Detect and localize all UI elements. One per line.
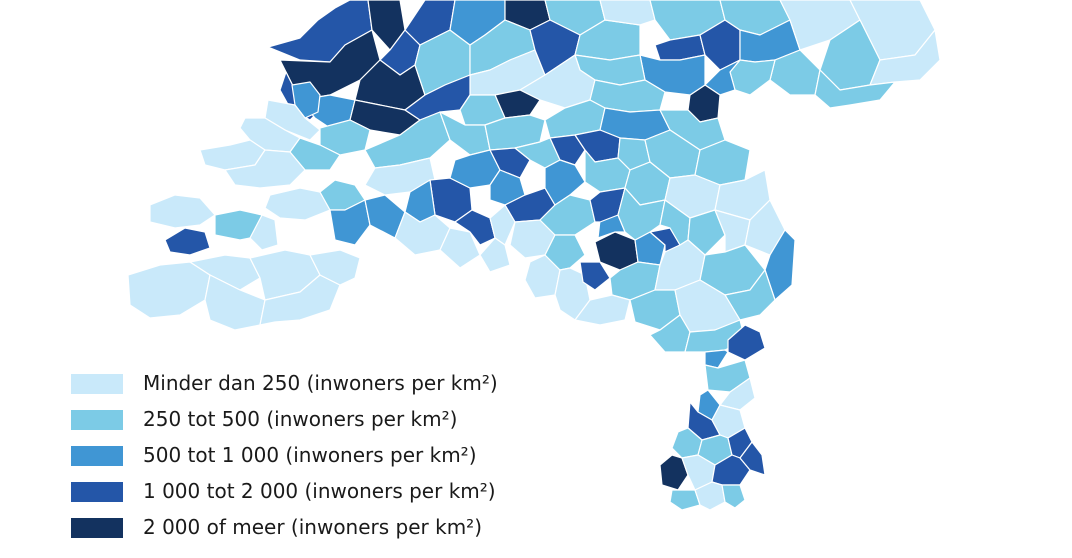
region — [439, 227, 481, 269]
legend-item: Minder dan 250 (inwoners per km²) — [71, 366, 631, 402]
region — [579, 261, 611, 291]
region — [814, 69, 896, 109]
region — [687, 209, 726, 256]
legend-item: 2 000 of meer (inwoners per km²) — [71, 510, 631, 546]
legend-swatch — [71, 374, 123, 394]
region — [309, 249, 361, 286]
region — [704, 349, 729, 369]
legend-swatch — [71, 446, 123, 466]
region — [617, 187, 666, 241]
region — [264, 187, 331, 221]
legend-swatch — [71, 410, 123, 430]
region — [544, 159, 586, 206]
legend: Minder dan 250 (inwoners per km²) 250 to… — [71, 366, 631, 546]
region — [127, 261, 211, 319]
region — [489, 204, 516, 246]
legend-label: Minder dan 250 (inwoners per km²) — [143, 371, 498, 395]
region — [249, 214, 279, 251]
region — [259, 274, 341, 326]
region — [224, 149, 306, 189]
region — [729, 59, 776, 96]
legend-item: 250 tot 500 (inwoners per km²) — [71, 402, 631, 438]
region — [149, 194, 216, 229]
legend-label: 500 tot 1 000 (inwoners per km²) — [143, 443, 477, 467]
legend-label: 2 000 of meer (inwoners per km²) — [143, 515, 482, 539]
region — [599, 0, 656, 26]
region — [479, 237, 511, 273]
region — [539, 194, 596, 236]
legend-swatch — [71, 482, 123, 502]
region — [574, 129, 621, 163]
region — [719, 377, 756, 411]
legend-item: 1 000 tot 2 000 (inwoners per km²) — [71, 474, 631, 510]
legend-label: 250 tot 500 (inwoners per km²) — [143, 407, 458, 431]
region — [164, 227, 211, 256]
legend-swatch — [71, 518, 123, 538]
legend-item: 500 tot 1 000 (inwoners per km²) — [71, 438, 631, 474]
region — [721, 484, 746, 509]
region — [549, 134, 586, 166]
legend-label: 1 000 tot 2 000 (inwoners per km²) — [143, 479, 496, 503]
region — [739, 441, 766, 476]
